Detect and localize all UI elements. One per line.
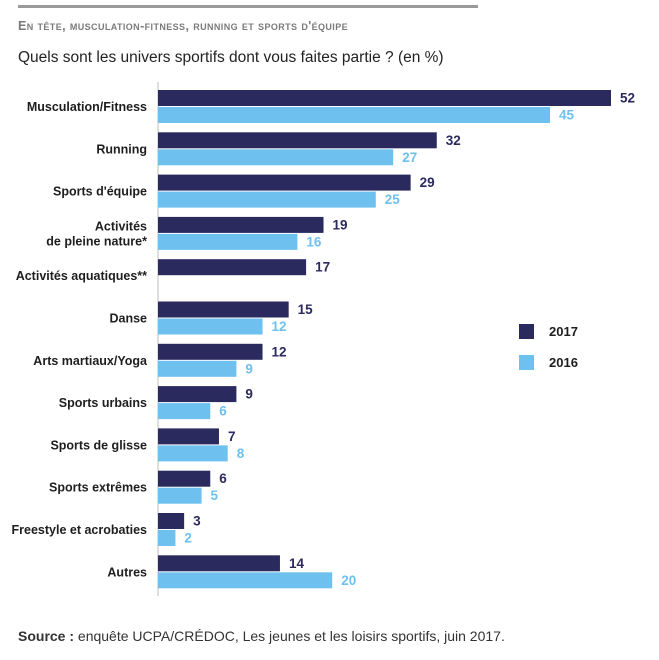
bar-2017-6: [158, 343, 263, 360]
bar-2016-11: [158, 572, 333, 589]
value-label-2017-11: 14: [289, 556, 305, 571]
category-2-label: Sports d'équipe: [53, 185, 147, 199]
category-11-label: Autres: [107, 565, 147, 579]
bar-2017-9: [158, 470, 211, 487]
chart-title: En tête, musculation-fitness, running et…: [18, 19, 348, 33]
bar-2017-2: [158, 174, 411, 191]
category-5-label: Danse: [109, 312, 147, 326]
value-label-2017-3: 19: [333, 217, 348, 232]
value-label-2017-6: 12: [272, 344, 287, 359]
category-0-label: Musculation/Fitness: [27, 100, 147, 114]
source-note: Source : enquête UCPA/CRÉDOC, Les jeunes…: [18, 628, 505, 644]
category-8-label-line-0: Sports de glisse: [50, 438, 147, 452]
category-7-label-line-0: Sports urbains: [59, 396, 147, 410]
bar-2016-6: [158, 360, 237, 377]
legend-swatch-2017: [519, 324, 534, 339]
value-label-2017-0: 52: [620, 91, 635, 106]
bar-2016-1: [158, 149, 394, 166]
value-label-2017-2: 29: [420, 175, 435, 190]
category-3-label: Activités de pleine nature*: [46, 219, 147, 248]
value-label-2016-5: 12: [272, 319, 287, 334]
bar-2017-8: [158, 428, 219, 445]
value-label-2016-2: 25: [385, 192, 401, 207]
value-label-2016-3: 16: [306, 234, 322, 249]
legend-swatch-2016: [519, 355, 534, 370]
bar-2016-3: [158, 233, 298, 250]
bar-2016-8: [158, 445, 228, 462]
value-label-2016-10: 2: [184, 531, 192, 546]
category-1-label-line-0: Running: [96, 142, 147, 156]
bar-2016-7: [158, 403, 211, 420]
category-1-label: Running: [96, 142, 147, 156]
bar-2016-10: [158, 530, 176, 546]
value-label-2016-8: 8: [237, 446, 245, 461]
category-4-label-line-0: Activités aquatiques**: [16, 269, 147, 283]
bar-2017-7: [158, 386, 237, 403]
bar-2017-4: [158, 259, 307, 276]
value-label-2016-11: 20: [341, 573, 356, 588]
category-7-label: Sports urbains: [59, 396, 147, 410]
bar-2017-3: [158, 216, 324, 233]
category-2-label-line-0: Sports d'équipe: [53, 185, 147, 199]
value-label-2017-1: 32: [446, 133, 461, 148]
legend-label-2016: 2016: [549, 355, 578, 370]
bar-2017-1: [158, 132, 437, 149]
bar-2017-10: [158, 513, 185, 529]
value-label-2016-7: 6: [219, 404, 227, 419]
value-label-2016-1: 27: [402, 150, 417, 165]
category-10-label: Freestyle et acrobaties: [12, 523, 148, 537]
category-6-label: Arts martiaux/Yoga: [33, 354, 148, 368]
bar-2017-11: [158, 555, 280, 572]
category-4-label: Activités aquatiques**: [16, 269, 147, 283]
value-label-2016-9: 5: [211, 488, 219, 503]
title-rule: [18, 5, 478, 8]
category-10-label-line-0: Freestyle et acrobaties: [12, 523, 148, 537]
category-9-label-line-0: Sports extrêmes: [49, 481, 147, 495]
category-6-label-line-0: Arts martiaux/Yoga: [33, 354, 148, 368]
category-11-label-line-0: Autres: [107, 565, 147, 579]
value-label-2017-8: 7: [228, 429, 236, 444]
category-3-label-line-1: de pleine nature*: [46, 234, 147, 248]
bar-2017-0: [158, 90, 611, 106]
value-label-2017-7: 9: [245, 387, 253, 402]
source-label: Source :: [18, 628, 75, 644]
legend-label-2017: 2017: [549, 324, 578, 339]
category-3-label-line-0: Activités: [95, 219, 147, 233]
value-label-2016-0: 45: [559, 108, 575, 123]
chart-subtitle: Quels sont les univers sportifs dont vou…: [18, 49, 444, 66]
value-label-2017-10: 3: [193, 514, 201, 529]
bar-chart: Musculation/Fitness5245Running3227Sports…: [12, 82, 635, 596]
bar-2016-5: [158, 318, 263, 335]
category-5-label-line-0: Danse: [109, 312, 147, 326]
category-0-label-line-0: Musculation/Fitness: [27, 100, 147, 114]
value-label-2016-6: 9: [245, 361, 253, 376]
value-label-2017-9: 6: [219, 471, 227, 486]
bar-2016-0: [158, 107, 551, 123]
bar-2016-9: [158, 487, 202, 504]
value-label-2017-4: 17: [315, 260, 330, 275]
category-9-label: Sports extrêmes: [49, 481, 147, 495]
category-8-label: Sports de glisse: [50, 438, 147, 452]
bar-2016-2: [158, 191, 376, 208]
bar-2017-5: [158, 301, 289, 318]
source-text: enquête UCPA/CRÉDOC, Les jeunes et les l…: [74, 628, 505, 644]
value-label-2017-5: 15: [298, 302, 314, 317]
